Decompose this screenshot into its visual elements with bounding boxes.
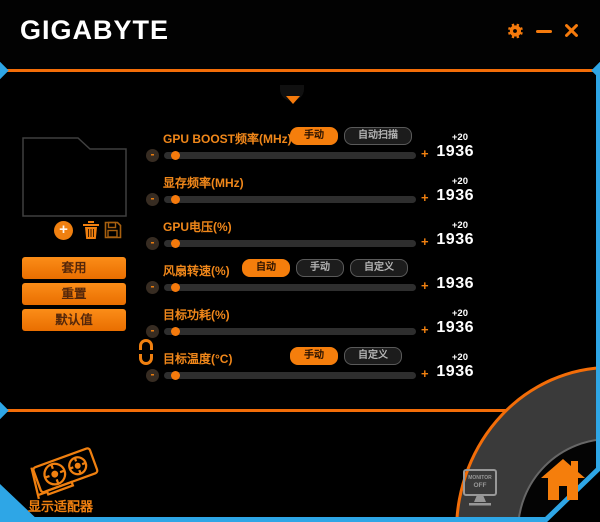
titlebar: GIGABYTE [0,0,600,69]
gpu-card-icon [30,447,99,500]
slider-offset: +20 [451,220,468,231]
divider-diamond-bottom-left [0,401,9,420]
decrease-button[interactable]: - [146,280,159,294]
mode-button-manual[interactable]: 手动 [290,127,338,145]
mode-button-custom[interactable]: 自定义 [344,347,402,365]
slider-label: 风扇转速(%) [163,264,230,278]
slider-track[interactable] [164,371,416,380]
slider-track[interactable] [164,195,416,204]
svg-text:MONITOR: MONITOR [468,475,492,481]
monitor-off-icon[interactable]: MONITOR OFF [458,466,502,512]
mode-button-group: 自动 手动 自定义 [242,259,408,277]
slider-label: GPU BOOST频率(MHz) [163,132,292,146]
add-profile-icon[interactable]: + [54,221,73,240]
decrease-button[interactable]: - [146,236,159,250]
settings-gear-icon[interactable] [505,21,525,41]
slider-value: 1936 [436,143,474,160]
slider-offset: +20 [451,176,468,187]
svg-text:OFF: OFF [474,482,487,489]
increase-button[interactable]: + [421,322,429,337]
decrease-button[interactable]: - [146,368,159,382]
trash-icon[interactable] [82,220,100,240]
slider-value: 1936 [436,275,474,292]
increase-button[interactable]: + [421,146,429,161]
slider-knob[interactable] [171,151,180,160]
minimize-icon[interactable] [536,30,552,33]
slider-knob[interactable] [171,239,180,248]
slider-knob[interactable] [171,195,180,204]
chain-link-icon[interactable] [139,339,153,365]
slider-offset: +20 [451,352,468,363]
bottom-edge-accent [0,517,600,522]
slider-value: 1936 [436,187,474,204]
top-divider [0,69,600,72]
profile-preview-box [22,137,127,217]
increase-button[interactable]: + [421,234,429,249]
slider-label: 目标温度(°C) [163,352,233,366]
slider-track[interactable] [164,283,416,292]
display-adapter-tab[interactable] [22,440,132,516]
gigabyte-logo: GIGABYTE [20,15,170,45]
collapse-arrow-icon[interactable] [286,96,300,104]
slider-knob[interactable] [171,327,180,336]
mode-button-manual[interactable]: 手动 [296,259,344,277]
mode-button-manual[interactable]: 手动 [290,347,338,365]
slider-offset: +20 [451,308,468,319]
slider-knob[interactable] [171,371,180,380]
mode-button-group: 手动 自定义 [290,347,402,365]
default-button[interactable]: 默认值 [22,309,126,331]
apply-button[interactable]: 套用 [22,257,126,279]
bottom-divider [0,409,600,412]
increase-button[interactable]: + [421,366,429,381]
close-icon[interactable] [562,21,581,40]
slider-value: 1936 [436,231,474,248]
slider-label: 显存频率(MHz) [163,176,244,190]
decrease-button[interactable]: - [146,148,159,162]
reset-button[interactable]: 重置 [22,283,126,305]
right-edge-accent [596,72,600,522]
home-icon[interactable] [538,456,588,502]
mode-button-custom[interactable]: 自定义 [350,259,408,277]
slider-value: 1936 [436,319,474,336]
decrease-button[interactable]: - [146,324,159,338]
slider-track[interactable] [164,239,416,248]
decrease-button[interactable]: - [146,192,159,206]
slider-label: GPU电压(%) [163,220,232,234]
mode-button-group: 手动 自动扫描 [290,127,412,145]
slider-track[interactable] [164,327,416,336]
mode-button-autoscan[interactable]: 自动扫描 [344,127,412,145]
increase-button[interactable]: + [421,190,429,205]
save-floppy-icon[interactable] [104,221,122,239]
slider-offset: +20 [451,132,468,143]
slider-label: 目标功耗(%) [163,308,230,322]
display-adapter-label: 显示适配器 [28,499,94,514]
slider-track[interactable] [164,151,416,160]
slider-value: 1936 [436,363,474,380]
slider-knob[interactable] [171,283,180,292]
increase-button[interactable]: + [421,278,429,293]
mode-button-auto[interactable]: 自动 [242,259,290,277]
